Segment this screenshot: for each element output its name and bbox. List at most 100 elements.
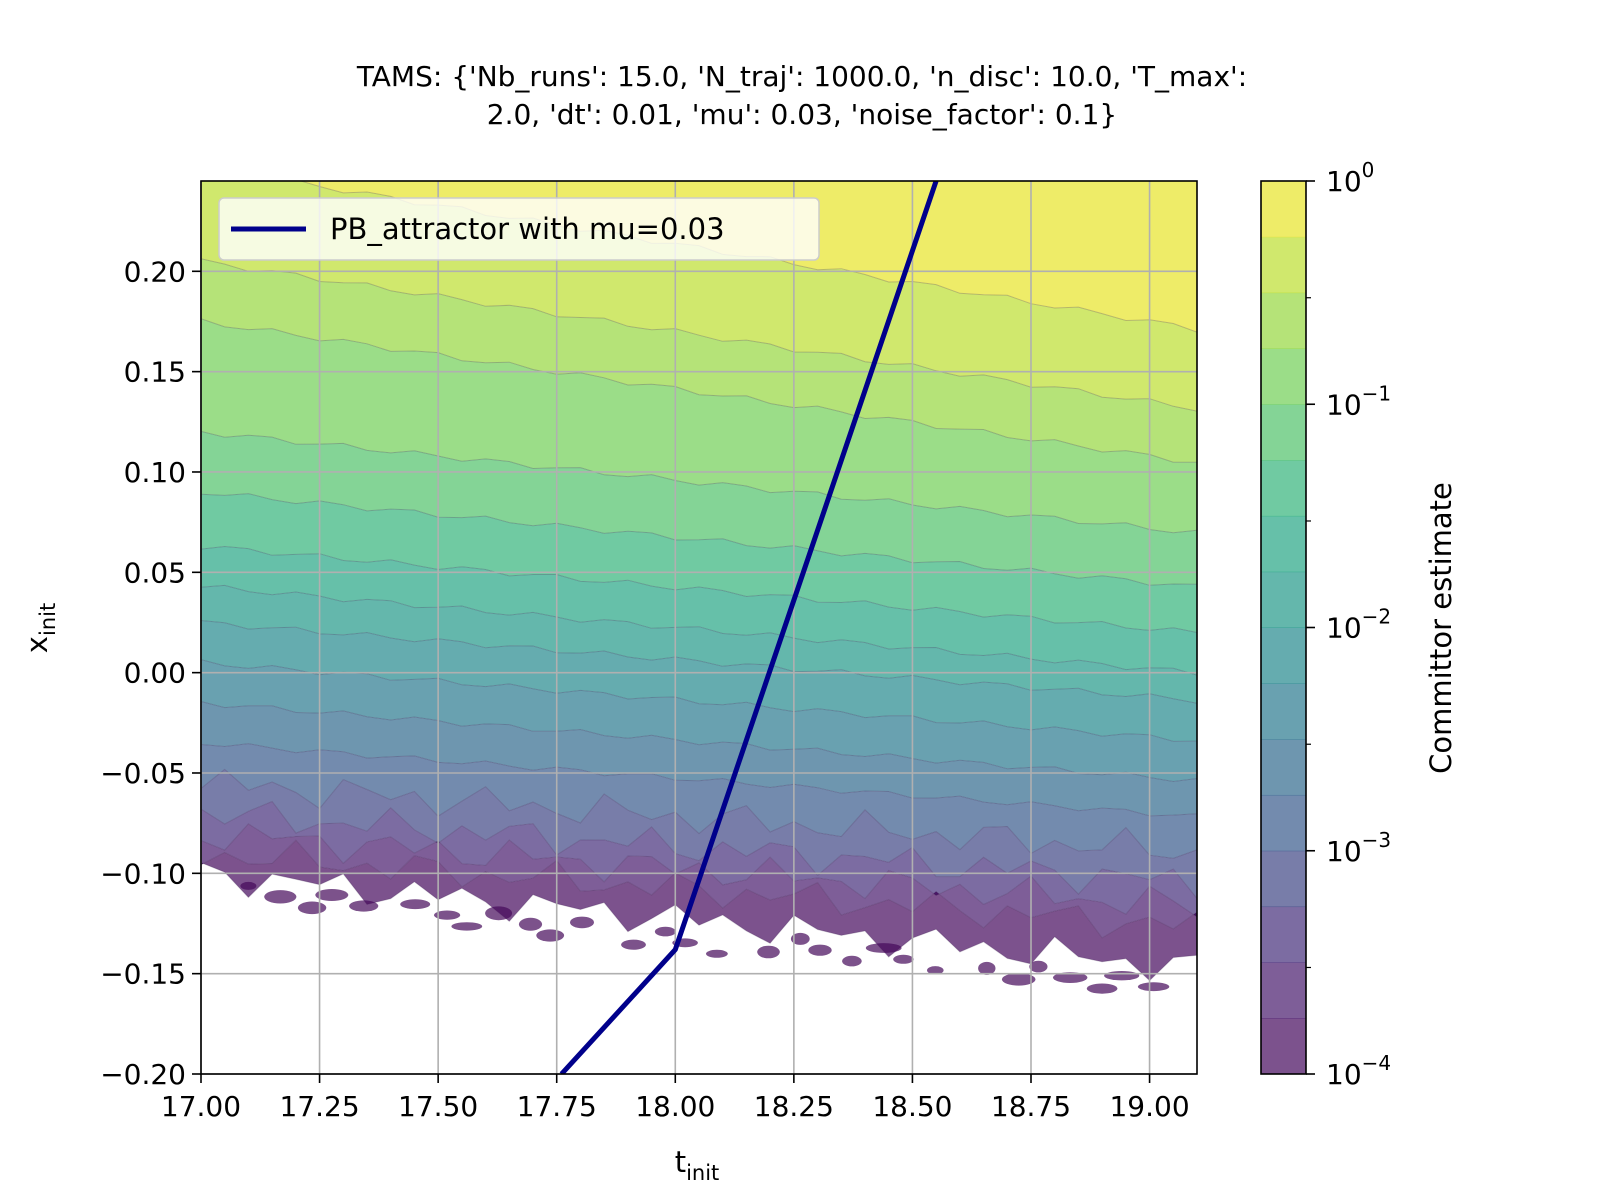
y-tick-label: 0.10: [124, 456, 186, 489]
colorbar-label: Committor estimate: [1424, 482, 1458, 774]
contour-band: [201, 701, 1197, 816]
contour-band: [201, 840, 1197, 981]
contour-band: [201, 431, 1197, 586]
colorbar-tick-exponent: −1: [1362, 381, 1391, 405]
x-tick-label: 18.00: [635, 1090, 715, 1123]
contour-blob: [1104, 971, 1140, 981]
plot-frame: [200, 180, 1198, 1075]
contour-blob: [315, 889, 349, 901]
contour-blob: [434, 910, 461, 920]
colorbar-tick-base: 10: [1326, 388, 1362, 421]
contour-blob: [485, 906, 513, 921]
legend-box: [218, 197, 820, 261]
colorbar-band: [1261, 906, 1306, 963]
colorbar-tick-exponent: −4: [1362, 1051, 1391, 1075]
contour-blob: [536, 929, 565, 942]
colorbar-band: [1261, 348, 1306, 405]
x-tick-label: 18.50: [872, 1090, 952, 1123]
contour-field: [201, 181, 1197, 994]
colorbar-tick-exponent: 0: [1362, 158, 1375, 182]
colorbar-tick-exponent: −2: [1362, 605, 1391, 629]
contour-band: [201, 801, 1197, 917]
contour-blob: [654, 926, 676, 937]
colorbar-band: [1261, 850, 1306, 908]
x-tick-label: 17.75: [517, 1090, 597, 1123]
colorbar-band: [1261, 683, 1306, 740]
y-axis-label-sub: init: [36, 603, 60, 636]
x-tick-label: 19.00: [1109, 1090, 1189, 1123]
legend-label: PB_attractor with mu=0.03: [330, 212, 725, 246]
colorbar-tick-base: 10: [1326, 612, 1362, 645]
colorbar-band: [1261, 571, 1306, 628]
colorbar-band: [1261, 460, 1306, 517]
colorbar-tick-label: 100: [1326, 158, 1374, 198]
legend: PB_attractor with mu=0.03: [218, 197, 820, 261]
contour-band: [201, 769, 1197, 899]
contour-band: [201, 659, 1197, 782]
contour-band: [201, 620, 1197, 742]
contour-band: [201, 258, 1197, 463]
y-tick-label: −0.05: [100, 757, 186, 790]
contour-blob: [865, 943, 902, 953]
contour-blob: [893, 954, 914, 964]
contour-blob: [927, 966, 944, 975]
colorbar-tick-exponent: −3: [1362, 828, 1391, 852]
x-tick-label: 18.25: [754, 1090, 834, 1123]
colorbar-tick-base: 10: [1326, 165, 1362, 198]
colorbar-tick-label: 10−1: [1326, 381, 1391, 421]
y-tick-label: 0.20: [124, 255, 186, 288]
x-tick-label: 18.75: [991, 1090, 1071, 1123]
colorbar-band: [1261, 627, 1306, 684]
contour-blob: [1029, 960, 1048, 973]
y-axis-label: xinit: [20, 603, 60, 653]
contour-blob: [1053, 972, 1088, 983]
series-line-pb-attractor: [559, 181, 939, 1074]
colorbar-band: [1261, 236, 1306, 294]
colorbar-band: [1261, 181, 1306, 238]
contour-blob: [451, 922, 483, 931]
contour-band: [201, 546, 1197, 676]
contour-blob: [518, 917, 543, 931]
contour-blob: [808, 944, 832, 956]
colorbar-band: [1261, 794, 1306, 852]
y-axis-ticks: −0.20 −0.15 −0.10 −0.05 0.00 0.05 0.10 0.15 0.20: [100, 255, 201, 1091]
colorbar-tick-base: 10: [1326, 835, 1362, 868]
colorbar-band: [1261, 515, 1306, 573]
contour-blob: [1137, 982, 1170, 992]
y-tick-label: −0.10: [100, 857, 186, 890]
contour-blob: [570, 916, 594, 929]
contour-blob: [240, 881, 257, 890]
colorbar-band: [1261, 404, 1306, 461]
x-tick-label: 17.00: [161, 1090, 241, 1123]
x-axis-label-base: t: [675, 1145, 686, 1179]
contour-blob: [978, 961, 996, 975]
contour-blob: [1001, 973, 1036, 986]
contour-band: [201, 585, 1197, 704]
colorbar-band: [1261, 962, 1306, 1019]
x-tick-label: 17.50: [398, 1090, 478, 1123]
contour-blob: [264, 890, 297, 904]
colorbar-tick-label: 10−2: [1326, 605, 1391, 645]
contour-blob: [706, 949, 728, 958]
series-layer: [559, 181, 939, 1074]
x-axis-ticks: 17.00 17.25 17.50 17.75 18.00 18.25 18.50 18.75…: [161, 1074, 1190, 1123]
colorbar: [1261, 181, 1306, 1075]
colorbar-band: [1261, 1018, 1306, 1075]
y-tick-label: 0.00: [124, 657, 186, 690]
contour-blob: [349, 900, 379, 912]
y-tick-label: −0.15: [100, 958, 186, 991]
contour-blob: [790, 932, 810, 945]
chart-title-line-2: 2.0, 'dt': 0.01, 'mu': 0.03, 'noise_fact…: [487, 98, 1117, 131]
contour-blob: [621, 939, 646, 950]
contour-blob: [297, 901, 327, 915]
chart-title-line-1: TAMS: {'Nb_runs': 15.0, 'N_traj': 1000.0…: [356, 60, 1247, 93]
contour-blob: [1086, 983, 1118, 994]
y-tick-label: 0.15: [124, 356, 186, 389]
colorbar-band: [1261, 739, 1306, 796]
x-tick-label: 17.25: [279, 1090, 359, 1123]
contour-blob: [400, 899, 431, 910]
contour-band: [201, 493, 1197, 633]
colorbar-tick-label: 10−4: [1326, 1051, 1391, 1091]
